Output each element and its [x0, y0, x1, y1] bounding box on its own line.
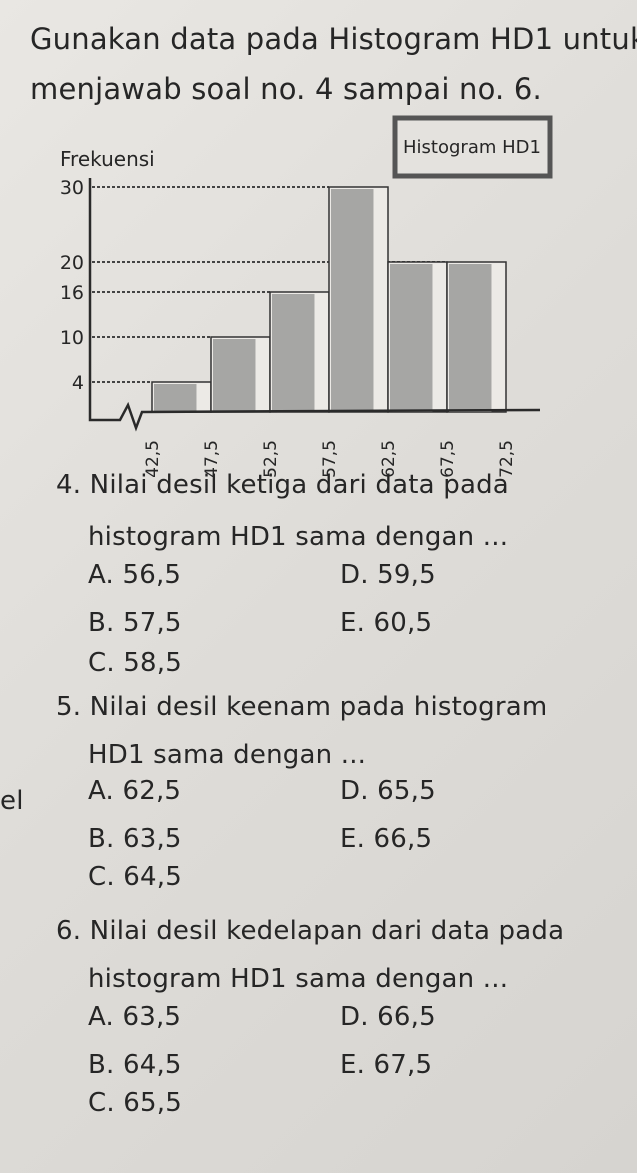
option-c: C. 58,5 — [88, 648, 182, 678]
y-axis-label: Frekuensi — [60, 147, 155, 171]
question-5-text: 5. Nilai desil keenam pada histogram — [56, 692, 548, 722]
option-b: B. 63,5 — [88, 824, 182, 854]
option-d: D. 59,5 — [340, 560, 436, 590]
histogram-hd1: Frekuensi Histogram HD1 4 10 16 20 30 42,5 47… — [60, 115, 553, 478]
legend-box: Histogram HD1 — [392, 115, 553, 179]
option-c: C. 65,5 — [88, 1088, 182, 1118]
option-a: A. 62,5 — [88, 776, 182, 806]
histogram-bar — [269, 291, 330, 413]
question-4-text: 4. Nilai desil ketiga dari data pada — [56, 470, 509, 500]
option-d: D. 66,5 — [340, 1002, 436, 1032]
histogram-bar — [210, 336, 271, 413]
x-tick-label: 57,5 — [320, 440, 340, 478]
histogram-bar — [151, 381, 212, 413]
option-a: A. 56,5 — [88, 560, 182, 590]
intro-line-1: Gunakan data pada Histogram HD1 untuk — [30, 22, 637, 56]
question-6-text: 6. Nilai desil kedelapan dari data pada — [56, 916, 565, 946]
x-tick-label: 47,5 — [202, 440, 222, 478]
question-6-text-cont: histogram HD1 sama dengan ... — [88, 964, 509, 994]
option-d: D. 65,5 — [340, 776, 436, 806]
option-b: B. 57,5 — [88, 608, 182, 638]
histogram-bar — [446, 261, 507, 413]
x-tick-label: 67,5 — [438, 440, 458, 478]
histogram-bar — [328, 186, 389, 413]
option-c: C. 64,5 — [88, 862, 182, 892]
chart-title: Histogram HD1 — [403, 137, 541, 158]
question-4-text-cont: histogram HD1 sama dengan ... — [88, 522, 509, 552]
x-tick-label: 52,5 — [261, 440, 281, 478]
x-tick-label: 72,5 — [497, 440, 517, 478]
option-a: A. 63,5 — [88, 1002, 182, 1032]
intro-line-2: menjawab soal no. 4 sampai no. 6. — [30, 72, 542, 106]
y-tick-label: 16 — [60, 282, 84, 304]
margin-fragment: el — [0, 786, 24, 816]
y-tick-label: 4 — [72, 372, 84, 394]
option-e: E. 66,5 — [340, 824, 433, 854]
histogram-bar — [387, 261, 448, 413]
option-e: E. 67,5 — [340, 1050, 433, 1080]
x-tick-label: 62,5 — [379, 440, 399, 478]
option-b: B. 64,5 — [88, 1050, 182, 1080]
axes — [88, 178, 541, 432]
y-tick-label: 30 — [60, 177, 84, 199]
y-tick-label: 20 — [60, 252, 84, 274]
question-5-text-cont: HD1 sama dengan ... — [88, 740, 367, 770]
y-tick-label: 10 — [60, 327, 84, 349]
x-tick-label: 42,5 — [143, 440, 163, 478]
option-e: E. 60,5 — [340, 608, 433, 638]
